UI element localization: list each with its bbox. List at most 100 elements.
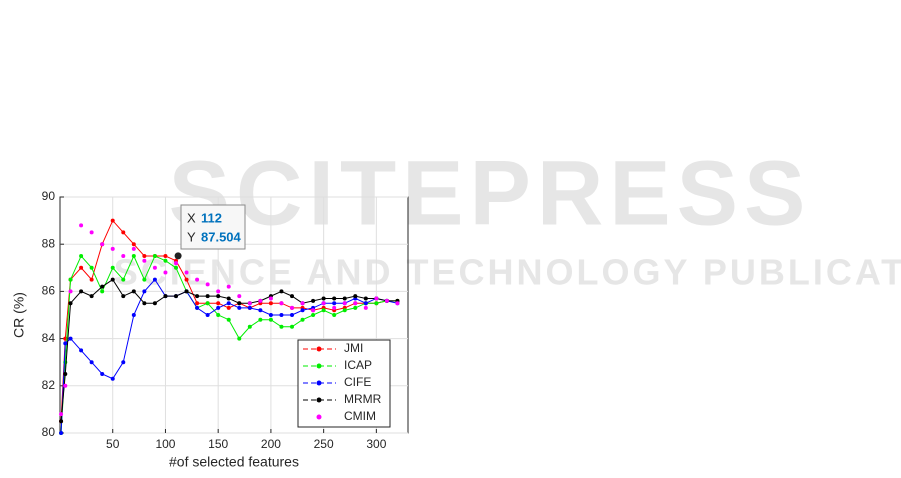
series-line [60,254,398,434]
legend-marker [316,346,322,352]
data-point [79,265,84,270]
data-point [247,301,252,306]
data-point [300,301,305,306]
data-point [121,360,126,365]
x-tick-label: 200 [261,437,281,451]
data-point [89,230,94,235]
data-point [63,341,68,346]
data-point [353,305,358,310]
data-point [89,360,94,365]
data-point [311,308,316,313]
data-point [79,223,84,228]
data-point [290,313,294,317]
legend-marker [316,380,322,386]
data-point [395,301,400,306]
data-point [89,265,94,270]
y-tick-label: 88 [42,236,56,250]
data-point [152,301,157,306]
data-point [216,294,221,299]
legend-label: JMI [344,341,363,355]
data-point [131,246,136,251]
data-point [174,265,178,270]
data-point [363,301,368,306]
x-tick-label: 50 [106,437,120,451]
legend-marker [316,414,322,420]
data-point [59,419,64,424]
data-point [384,298,389,303]
data-point [68,336,73,341]
data-point [332,301,337,306]
data-point [195,277,200,282]
x-tick-label: 300 [366,437,386,451]
watermark-subtitle: SCIENCE AND TECHNOLOGY PUBLICATIONS [114,252,901,293]
data-point [142,258,147,263]
series-line [60,278,398,422]
data-point [363,305,368,310]
data-point [184,277,189,282]
legend-label: ICAP [344,358,372,372]
data-point [63,383,68,388]
data-point [268,301,273,306]
data-point [152,265,157,270]
data-point [110,277,115,282]
data-point [258,317,263,322]
data-point [121,294,126,299]
data-point [89,294,94,299]
data-point [311,298,316,303]
data-point [131,313,136,317]
data-point [374,296,379,301]
data-point [279,289,284,294]
data-point [332,305,337,310]
data-point [205,294,210,299]
data-point [342,308,347,313]
data-point [110,265,115,270]
data-point [89,277,94,282]
data-point [258,308,263,313]
data-point [216,289,221,294]
data-point [131,242,136,247]
data-point [237,301,242,306]
y-tick-label: 82 [42,378,56,392]
x-tick-label: 250 [314,437,334,451]
datatip-y-label: Y [187,229,196,244]
datatip-box [180,204,246,250]
series-line [60,278,398,434]
watermark-title: SCITEPRESS [169,142,812,244]
data-point [247,324,252,329]
data-point [174,261,178,266]
data-point [142,254,147,258]
data-point [184,270,189,275]
datatip-x: 112 [201,210,222,225]
data-point [184,289,189,294]
legend-marker [316,397,322,403]
data-point [79,254,84,258]
data-point [342,301,347,306]
data-point [268,296,273,301]
data-point [121,230,126,235]
x-tick-label: 100 [155,437,175,451]
data-point [152,277,157,282]
datatip-point [174,252,182,260]
data-point [237,336,242,341]
data-point [205,301,210,306]
data-point [290,305,294,310]
data-point [226,317,231,322]
data-point [247,305,252,310]
data-point [68,301,73,306]
y-tick-label: 90 [42,189,56,203]
data-point [121,277,126,282]
data-point [79,289,84,294]
data-point [353,301,358,306]
data-point [332,296,337,301]
data-point [226,284,231,289]
data-point [321,308,326,313]
datatip-x-label: X [187,210,196,225]
data-point [279,313,284,317]
data-point [163,258,168,263]
data-point [121,254,126,258]
data-point [205,282,210,287]
legend-marker [316,363,322,369]
data-point [311,313,316,317]
data-point [68,289,73,294]
data-point [63,372,68,376]
